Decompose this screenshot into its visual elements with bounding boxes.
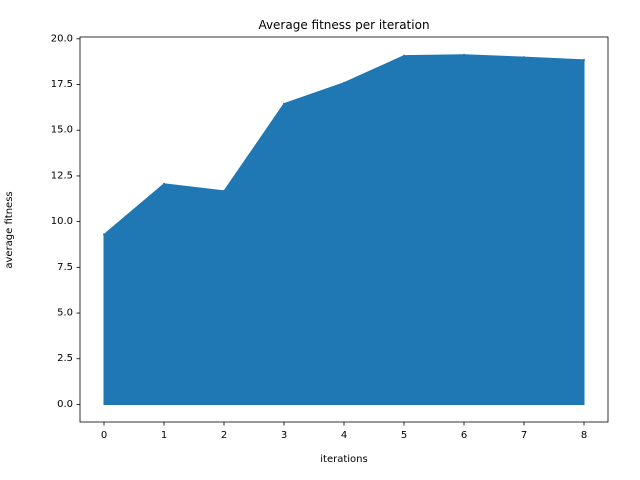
y-tick-label: 10.0 (51, 216, 73, 227)
data-point (583, 58, 585, 61)
data-point (403, 54, 405, 57)
plot-area (103, 53, 585, 405)
x-tick-label: 1 (161, 430, 167, 441)
y-axis-ticks: 0.0 2.5 5.0 7.5 10.0 12.5 15.0 17.5 20.0 (51, 33, 80, 410)
y-tick-label: 12.5 (51, 170, 73, 181)
y-tick-label: 7.5 (57, 262, 73, 273)
x-tick-label: 5 (401, 430, 407, 441)
x-tick-label: 8 (581, 430, 587, 441)
axes-frame (79, 36, 609, 423)
x-tick-label: 6 (461, 430, 467, 441)
x-axis-ticks: 0 1 2 3 4 5 6 7 8 (101, 422, 587, 441)
y-tick-label: 15.0 (51, 125, 73, 136)
data-point (523, 56, 525, 59)
y-tick-label: 2.5 (57, 353, 73, 364)
data-point (163, 182, 165, 185)
data-point (283, 102, 285, 105)
data-point (343, 81, 345, 84)
x-tick-label: 4 (341, 430, 347, 441)
y-axis-label: average fitness (4, 191, 15, 268)
y-tick-label: 20.0 (51, 33, 73, 44)
y-tick-label: 5.0 (57, 308, 73, 319)
data-point (463, 53, 465, 56)
data-point (223, 189, 225, 192)
x-tick-label: 2 (221, 430, 227, 441)
x-tick-label: 3 (281, 430, 287, 441)
x-tick-label: 0 (101, 430, 107, 441)
area-series (103, 54, 585, 405)
y-tick-label: 0.0 (57, 399, 73, 410)
x-axis-label: iterations (320, 454, 367, 465)
x-tick-label: 7 (521, 430, 527, 441)
data-point (103, 233, 105, 236)
y-tick-label: 17.5 (51, 79, 73, 90)
chart-title: Average fitness per iteration (258, 18, 429, 32)
